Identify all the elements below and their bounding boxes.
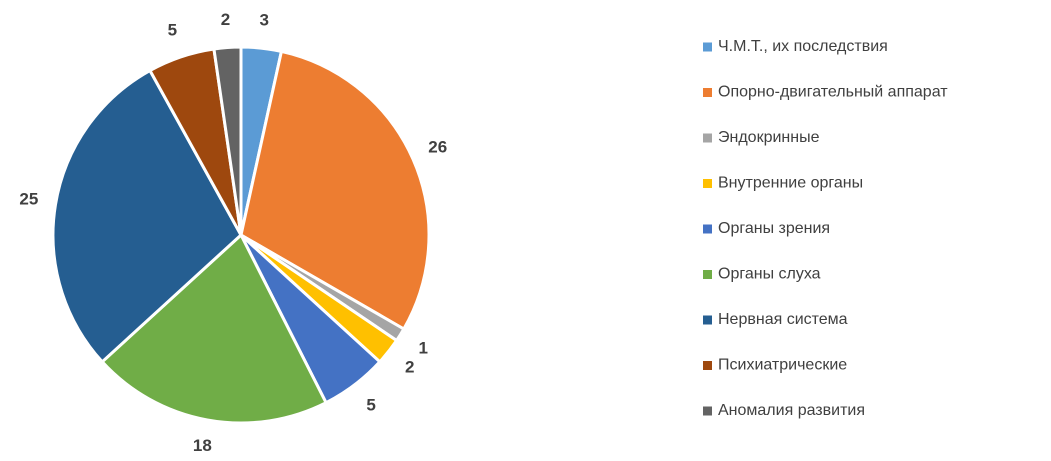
data-label: 18	[193, 436, 212, 455]
pie-slice	[51, 69, 243, 364]
legend-swatch	[703, 315, 712, 325]
legend-label: Опорно-двигательный аппарат	[718, 84, 948, 101]
data-label: 5	[168, 21, 177, 40]
legend-label: Внутренние органы	[718, 175, 863, 192]
legend-swatch	[703, 88, 712, 97]
data-label: 25	[19, 190, 38, 209]
data-label: 3	[260, 11, 269, 30]
legend-label: Нервная система	[718, 311, 848, 328]
legend-label: Эндокринные	[718, 129, 820, 146]
pie-slice	[100, 233, 328, 425]
legend-swatch	[703, 406, 712, 416]
legend-swatch	[703, 270, 712, 279]
data-label: 5	[366, 396, 375, 415]
pie-slice	[212, 45, 243, 237]
legend-swatch	[703, 42, 712, 52]
legend-swatch	[703, 224, 712, 234]
pie-slice	[239, 49, 431, 331]
data-label: 2	[405, 358, 414, 377]
legend-label: Психиатрические	[718, 357, 847, 374]
legend-swatch	[703, 179, 712, 188]
legend-label: Органы зрения	[718, 220, 830, 237]
data-label: 26	[428, 138, 447, 157]
legend-label: Ч.М.Т., их последствия	[718, 38, 888, 55]
data-label: 2	[221, 10, 230, 29]
legend-label: Аномалия развития	[718, 402, 865, 419]
data-label: 1	[418, 339, 427, 358]
legend-swatch	[703, 361, 712, 370]
legend-label: Органы слуха	[718, 266, 821, 283]
legend-swatch	[703, 133, 712, 143]
